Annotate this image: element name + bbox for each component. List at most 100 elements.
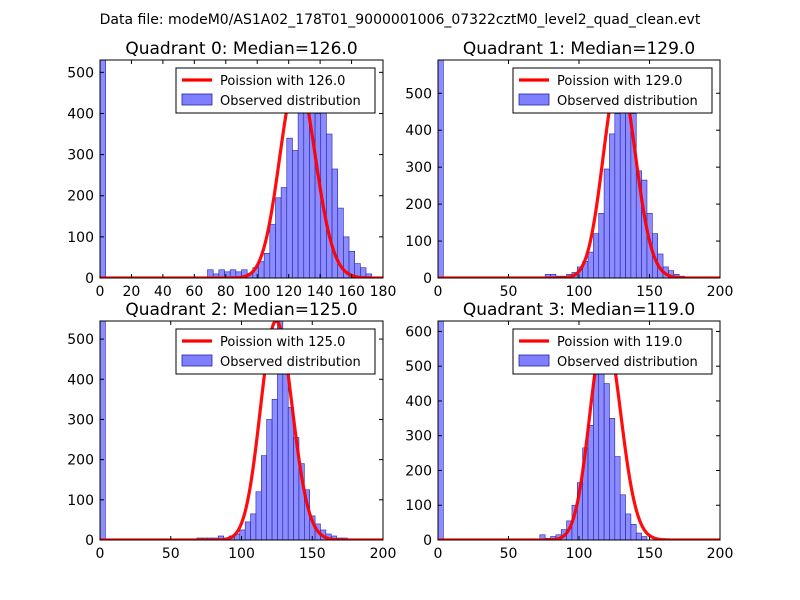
- poisson-curve: [100, 74, 383, 278]
- legend-poisson-label: Poission with 125.0: [220, 335, 345, 350]
- x-tick-label: 50: [500, 546, 518, 562]
- x-tick-label: 80: [217, 284, 235, 300]
- plot-area: [438, 321, 720, 540]
- x-tick-label: 40: [154, 284, 172, 300]
- histogram-bar: [269, 224, 276, 278]
- legend-observed-label: Observed distribution: [220, 94, 361, 109]
- histogram-bar: [244, 521, 251, 540]
- histogram-bar: [598, 213, 605, 278]
- histogram-bar: [614, 113, 621, 278]
- legend-poisson-label: Poission with 129.0: [557, 74, 682, 89]
- plot-area: [438, 60, 720, 278]
- x-tick-label: 20: [123, 284, 141, 300]
- x-tick-label: 0: [434, 284, 443, 300]
- histogram-bar: [625, 513, 632, 540]
- legend-poisson-label: Poission with 126.0: [220, 74, 345, 89]
- y-tick-label: 500: [67, 332, 94, 348]
- y-tick-label: 300: [405, 429, 432, 445]
- subplot-title: Quadrant 1: Median=129.0: [463, 39, 695, 59]
- x-tick-label: 100: [566, 546, 593, 562]
- histogram-bar: [266, 419, 273, 540]
- figure-suptitle: Data file: modeM0/AS1A02_178T01_90000010…: [100, 12, 701, 28]
- legend: Poission with 126.0 Observed distribution: [175, 67, 376, 114]
- y-tick-label: 200: [405, 197, 432, 213]
- y-tick-label: 100: [405, 498, 432, 514]
- subplot-title: Quadrant 0: Median=126.0: [125, 39, 357, 59]
- axes-frame: [99, 59, 384, 279]
- plot-area: [100, 60, 383, 278]
- histogram-bar: [292, 150, 299, 278]
- subplot-title: Quadrant 2: Median=125.0: [125, 300, 357, 320]
- histogram-bar: [609, 133, 616, 278]
- y-tick-label: 0: [85, 271, 94, 287]
- x-tick-label: 100: [228, 546, 255, 562]
- x-tick-label: 50: [500, 284, 518, 300]
- y-tick-label: 400: [405, 123, 432, 139]
- histogram-bar: [587, 424, 594, 540]
- y-tick-label: 200: [67, 189, 94, 205]
- histogram-bar: [438, 60, 444, 278]
- histogram-bar: [286, 137, 293, 278]
- x-tick-label: 0: [96, 284, 105, 300]
- x-tick-label: 0: [96, 546, 105, 562]
- legend-observed-label: Observed distribution: [557, 94, 698, 109]
- x-tick-label: 150: [636, 546, 663, 562]
- histogram-bar: [326, 133, 333, 278]
- y-tick-label: 200: [67, 453, 94, 469]
- legend-bar-swatch: [181, 354, 213, 367]
- histogram-bar: [261, 455, 267, 540]
- legend-box: [512, 328, 713, 375]
- histogram-bar: [100, 60, 106, 278]
- y-tick-label: 0: [85, 533, 94, 549]
- x-tick-label: 160: [338, 284, 365, 300]
- y-tick-label: 400: [67, 106, 94, 122]
- x-tick-label: 150: [636, 284, 663, 300]
- y-tick-label: 0: [423, 271, 432, 287]
- histogram-bar: [287, 407, 294, 540]
- x-tick-label: 0: [434, 546, 443, 562]
- subplot-quadrant-2: 0 50 100 150 200 0 100 200 300 400 500 Quadrant 2: …: [67, 300, 396, 562]
- x-tick-label: 50: [162, 546, 180, 562]
- x-tick-label: 60: [185, 284, 203, 300]
- legend-box: [175, 328, 376, 375]
- subplot-quadrant-1: 0 50 100 150 200 0 100 200 300 400 500 Quadrant 1: …: [405, 39, 733, 300]
- plot-area: [100, 321, 383, 540]
- histogram-bar: [603, 383, 610, 540]
- legend-bar-swatch: [518, 354, 550, 367]
- legend-observed-label: Observed distribution: [220, 355, 361, 370]
- x-tick-label: 200: [707, 546, 734, 562]
- histogram-bar: [263, 253, 271, 278]
- histogram-bar: [593, 233, 600, 278]
- y-tick-label: 100: [67, 493, 94, 509]
- histogram-bar: [255, 491, 262, 540]
- legend-box: [512, 67, 713, 114]
- histogram-bar: [100, 321, 106, 540]
- y-tick-label: 300: [405, 160, 432, 176]
- y-tick-label: 500: [67, 65, 94, 81]
- legend-observed-label: Observed distribution: [557, 355, 698, 370]
- x-tick-label: 200: [707, 284, 734, 300]
- histogram-bar: [630, 524, 637, 540]
- y-tick-label: 200: [405, 463, 432, 479]
- y-tick-label: 400: [405, 394, 432, 410]
- y-tick-label: 100: [405, 234, 432, 250]
- y-tick-label: 0: [423, 533, 432, 549]
- x-tick-label: 120: [275, 284, 302, 300]
- x-tick-label: 150: [299, 546, 326, 562]
- histogram-bar: [239, 529, 246, 540]
- x-tick-label: 200: [370, 546, 397, 562]
- histogram-bar: [619, 494, 626, 540]
- x-tick-label: 140: [307, 284, 334, 300]
- x-tick-label: 180: [370, 284, 397, 300]
- poisson-curve: [438, 73, 720, 278]
- histogram-bar: [603, 168, 610, 278]
- y-tick-label: 100: [67, 230, 94, 246]
- y-tick-label: 300: [67, 412, 94, 428]
- legend: Poission with 129.0 Observed distribution: [512, 67, 713, 114]
- legend: Poission with 119.0 Observed distribution: [512, 328, 713, 375]
- histogram-bar: [609, 418, 616, 540]
- subplot-quadrant-0: 0 20 40 60 80 100 120 140 160 1800100200300400500…: [67, 39, 396, 300]
- legend-bar-swatch: [181, 93, 213, 106]
- legend-box: [175, 67, 376, 114]
